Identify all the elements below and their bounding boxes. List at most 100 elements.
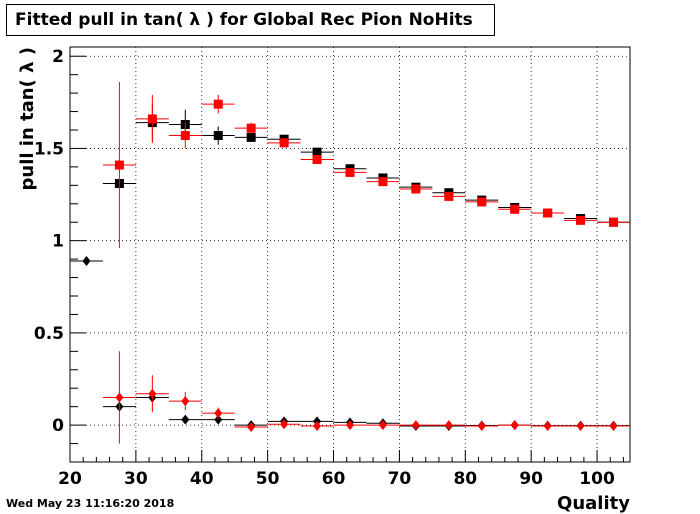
square-marker [411,184,421,194]
data-point [70,255,103,266]
diamond-marker [82,255,91,266]
x-tick-label: 40 [190,469,214,489]
data-point [102,82,136,249]
square-marker [147,114,157,124]
diamond-marker [411,420,420,431]
x-tick-label: 100 [579,469,615,489]
data-point [201,126,235,145]
diamond-marker [444,420,453,431]
data-point [597,217,630,227]
data-point [366,177,400,187]
data-point [267,138,301,148]
square-marker [345,167,355,177]
square-marker [543,208,553,218]
series-4 [102,351,630,444]
data-point [465,421,499,432]
data-point [564,215,598,225]
diamond-marker [148,388,157,399]
data-point [399,184,433,194]
data-point [531,421,565,432]
y-axis-label: pull in tan( λ ) [17,47,38,191]
square-marker [213,131,223,141]
x-tick-label: 60 [322,469,346,489]
x-tick-label: 20 [58,469,82,489]
x-tick-label: 90 [519,469,543,489]
data-point [201,407,235,419]
square-marker [114,160,124,170]
square-marker [213,99,223,109]
chart-title: Fitted pull in tan( λ ) for Global Rec P… [6,4,495,36]
diamond-marker [214,414,223,425]
data-point [300,155,334,165]
x-tick-label: 80 [453,469,477,489]
data-point [267,419,301,430]
data-point [201,94,235,114]
diamond-marker [346,420,354,431]
diamond-marker [181,396,190,407]
axis-ticks [69,55,624,463]
timestamp: Wed May 23 11:16:20 2018 [6,497,175,510]
data-point [102,351,136,444]
y-tick-label: 1 [52,232,64,252]
x-tick-label: 30 [124,469,148,489]
square-marker [279,138,289,148]
y-tick-labels: 0 0.5 1 1.5 2 [34,47,64,436]
square-marker [444,191,454,201]
diamond-marker [313,421,322,432]
data-point [432,191,466,201]
y-tick-label: 1.5 [34,139,64,159]
data-point [432,420,466,431]
diamond-marker [115,392,124,403]
series-2 [102,82,630,249]
square-marker [576,215,586,225]
x-axis-label: Quality [557,493,630,514]
square-marker [246,132,256,142]
data-point [366,420,400,431]
diamond-marker [181,414,190,425]
square-marker [609,217,619,227]
series-1 [102,104,630,227]
data-point [168,414,202,425]
y-tick-label: 0.5 [34,324,64,344]
data-point [531,208,565,218]
square-marker [510,204,520,214]
diamond-marker [214,408,223,419]
data-point [168,391,202,411]
data-point [597,421,630,432]
data-point [168,122,202,149]
diamond-marker [609,421,618,432]
diamond-marker [378,420,387,431]
square-marker [180,131,190,141]
y-tick-label: 2 [52,47,64,67]
data-point [234,132,268,142]
square-marker [378,177,388,187]
diamond-marker [510,420,519,431]
x-tick-labels: 20 30 40 50 60 70 80 90 100 [58,469,615,489]
square-marker [312,147,322,157]
diamond-marker [543,421,552,432]
data-point [300,147,334,157]
x-tick-label: 50 [256,469,280,489]
diamond-marker [576,421,585,432]
square-marker [477,197,487,207]
diamond-marker [280,419,289,430]
data-point [498,420,532,431]
data-point [498,204,532,214]
data-point [333,420,367,431]
square-marker [312,155,322,165]
data-series [70,82,630,444]
series-3 [70,255,630,432]
diamond-marker [247,421,256,432]
square-marker [246,123,256,133]
data-point [465,197,499,207]
data-point [333,167,367,177]
data-point [135,94,169,143]
data-point [135,375,169,413]
diamond-marker [477,421,486,432]
x-tick-label: 70 [388,469,412,489]
data-point [564,421,598,432]
plot-frame [69,46,631,463]
data-point [234,421,268,432]
data-point [234,122,268,134]
